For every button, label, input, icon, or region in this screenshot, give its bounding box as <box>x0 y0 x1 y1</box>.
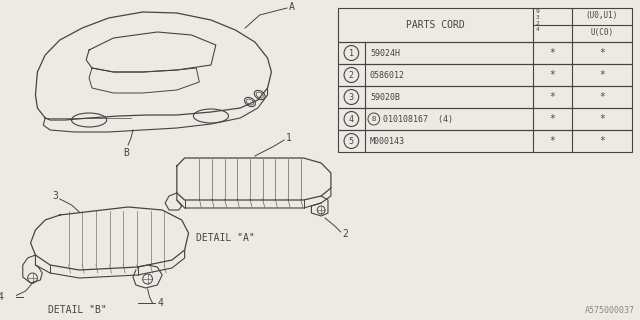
Text: 1: 1 <box>349 49 354 58</box>
Text: *: * <box>599 92 605 102</box>
Text: 59020B: 59020B <box>370 92 400 101</box>
Text: *: * <box>549 136 555 146</box>
Bar <box>338 64 632 86</box>
Text: DETAIL "B": DETAIL "B" <box>48 305 107 315</box>
Text: 4: 4 <box>536 27 540 32</box>
Bar <box>338 130 632 152</box>
Text: 59024H: 59024H <box>370 49 400 58</box>
Text: B: B <box>372 116 376 122</box>
Text: U(C0): U(C0) <box>591 28 614 37</box>
Text: *: * <box>599 70 605 80</box>
Text: 010108167  (4): 010108167 (4) <box>383 115 452 124</box>
Text: *: * <box>599 136 605 146</box>
Text: 3: 3 <box>52 191 58 201</box>
Text: 2: 2 <box>342 229 348 239</box>
Bar <box>338 8 632 42</box>
Text: B: B <box>123 148 129 158</box>
Text: 4: 4 <box>157 298 163 308</box>
Text: 1: 1 <box>286 133 292 143</box>
Text: *: * <box>549 114 555 124</box>
Text: M000143: M000143 <box>370 137 405 146</box>
Text: PARTS CORD: PARTS CORD <box>406 20 465 30</box>
Text: *: * <box>599 48 605 58</box>
Text: 4: 4 <box>349 115 354 124</box>
Text: A575000037: A575000037 <box>585 306 635 315</box>
Text: 2: 2 <box>349 70 354 79</box>
Text: *: * <box>549 70 555 80</box>
Text: 9: 9 <box>536 9 540 14</box>
Text: 3: 3 <box>349 92 354 101</box>
Text: *: * <box>549 48 555 58</box>
Text: 5: 5 <box>349 137 354 146</box>
Text: A: A <box>289 2 295 12</box>
Text: 0586012: 0586012 <box>370 70 405 79</box>
Text: 2: 2 <box>536 21 540 26</box>
Bar <box>338 108 632 130</box>
Bar <box>338 86 632 108</box>
Bar <box>338 42 632 64</box>
Text: (U0,U1): (U0,U1) <box>586 11 618 20</box>
Text: 3: 3 <box>536 15 540 20</box>
Text: *: * <box>549 92 555 102</box>
Text: 4: 4 <box>0 292 3 302</box>
Text: DETAIL "A": DETAIL "A" <box>196 233 255 243</box>
Text: *: * <box>599 114 605 124</box>
